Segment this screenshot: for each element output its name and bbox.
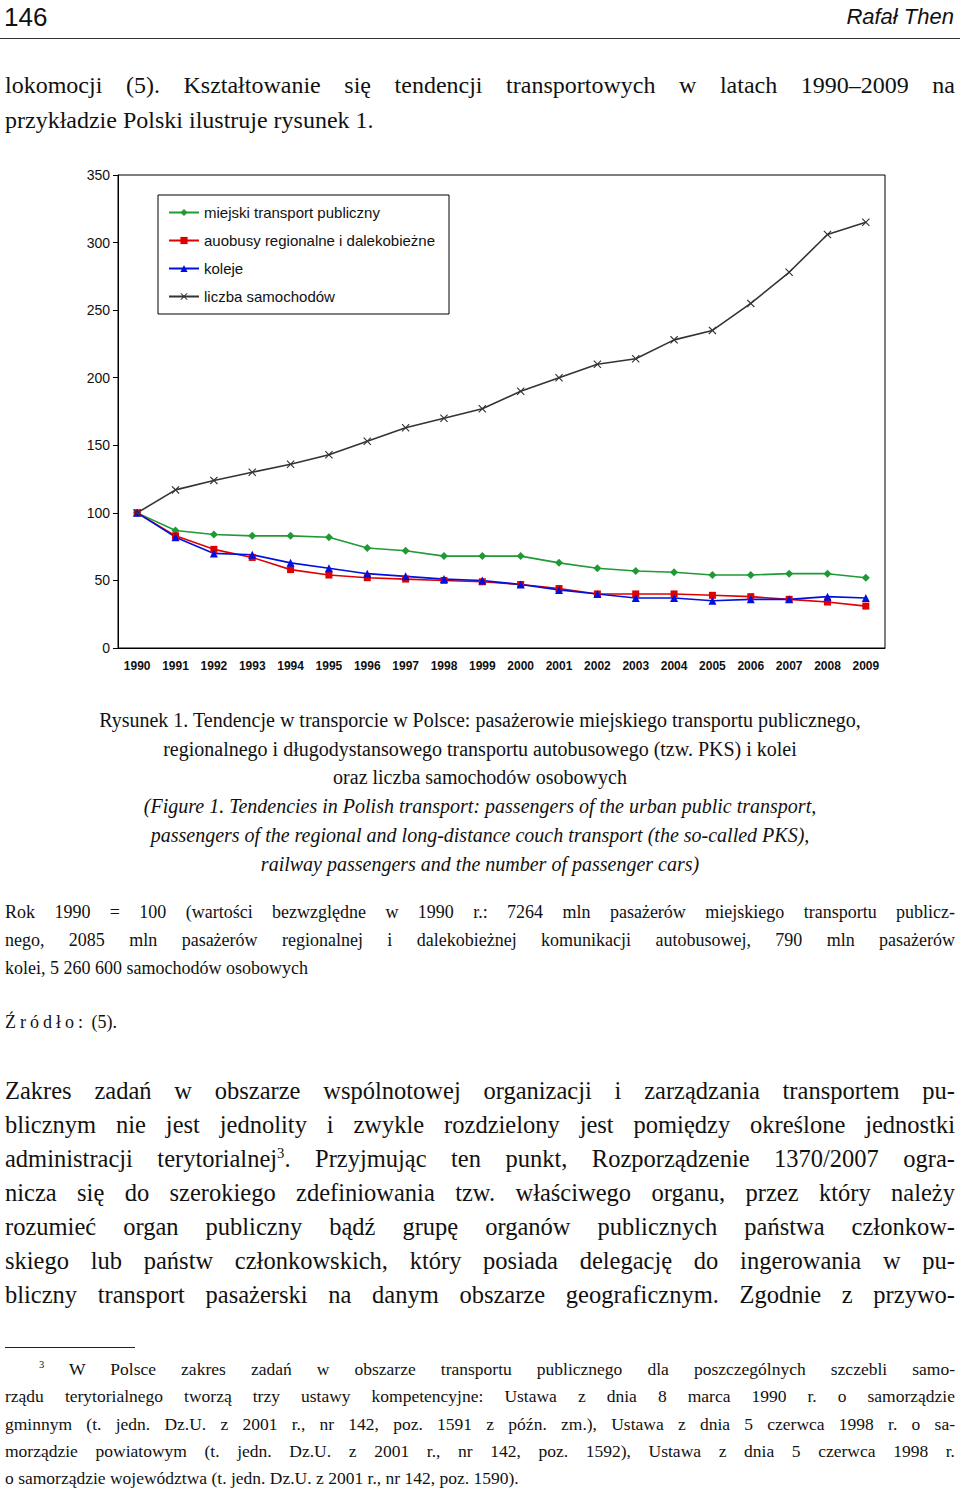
html-text:Rafał Then: Rafał Then [846,4,954,29]
svg-text:1999: 1999 [469,659,496,673]
svg-text:koleje: koleje [204,260,243,277]
html-text:administracji terytorialnej3.: administracji terytorialnej3. Przyjmując… [5,1144,955,1172]
html-text:nicza się do szerokiego zdefin: nicza się do szerokiego zdefiniowania tz… [5,1179,955,1206]
html-text:Rysunek 1. Tendencje w transpo: Rysunek 1. Tendencje w transporcie w Pol… [99,709,861,731]
html-text:blicznym nie jest jednolity i: blicznym nie jest jednolity i zwykle roz… [5,1111,955,1138]
svg-text:1993: 1993 [239,659,266,673]
svg-text:2001: 2001 [546,659,573,673]
svg-text:2000: 2000 [507,659,534,673]
html-text:rozumieć organ publiczny bądź: rozumieć organ publiczny bądź grupę orga… [5,1213,955,1240]
svg-text:2007: 2007 [776,659,803,673]
html-text:Zakres zadań w obszarze wspóln: Zakres zadań w obszarze wspólnotowej org… [5,1077,955,1104]
svg-text:2006: 2006 [737,659,764,673]
html-text:gminnym (t. jedn. Dz.U. z 2001: gminnym (t. jedn. Dz.U. z 2001 r., nr 14… [5,1413,955,1434]
html-text:passengers of the regional and: passengers of the regional and long-dist… [150,823,810,846]
svg-text:2008: 2008 [814,659,841,673]
html-text:bliczny transport pasażerski n: bliczny transport pasażerski na danym ob… [5,1281,955,1308]
html-text:oraz liczba samochodów osobowy: oraz liczba samochodów osobowych [333,766,627,789]
svg-text:150: 150 [87,437,111,453]
svg-text:100: 100 [87,505,111,521]
html-text:morządzie powiatowym (t. jedn.: morządzie powiatowym (t. jedn. Dz.U. z 2… [5,1440,955,1461]
svg-text:liczba samochodów: liczba samochodów [204,288,335,305]
html-text:146: 146 [4,2,48,32]
svg-text:200: 200 [87,370,111,386]
svg-text:1998: 1998 [431,659,458,673]
svg-text:2005: 2005 [699,659,726,673]
html-text:rządu terytorialnego tworzą tr: rządu terytorialnego tworzą trzy ustawy … [5,1386,955,1407]
svg-text:0: 0 [102,640,110,656]
html-text:lokomocji (5). Kształtowanie s: lokomocji (5). Kształtowanie się tendenc… [5,72,955,98]
html-text:skiego lub państw członkowskic: skiego lub państw członkowskich, który p… [5,1247,955,1274]
svg-text:1990: 1990 [124,659,151,673]
html-text:Źródło: (5).: Źródło: (5). [5,1012,117,1032]
svg-text:2009: 2009 [852,659,879,673]
svg-text:50: 50 [94,572,110,588]
html-text:regionalnego i długodystansowe: regionalnego i długodystansowego transpo… [163,737,797,760]
svg-text:1992: 1992 [201,659,228,673]
svg-text:2002: 2002 [584,659,611,673]
svg-text:300: 300 [87,235,111,251]
svg-text:350: 350 [87,167,111,183]
svg-text:2004: 2004 [661,659,688,673]
svg-text:250: 250 [87,302,111,318]
svg-text:auobusy regionalne i dalekobie: auobusy regionalne i dalekobieżne [204,232,435,249]
svg-text:miejski transport publiczny: miejski transport publiczny [204,204,380,221]
html-text:(Figure 1. Tendencies in Polis: (Figure 1. Tendencies in Polish transpor… [143,795,817,818]
html-text:3W Polsce zakres zadań w obsza: 3W Polsce zakres zadań w obszarze transp… [39,1359,955,1379]
html-text:railway passengers and the num: railway passengers and the number of pas… [260,852,700,875]
html-text:nego, 2085 mln pasażerów regio: nego, 2085 mln pasażerów regionalnej i d… [5,930,955,950]
html-text:przykładzie Polski ilustruje r: przykładzie Polski ilustruje rysunek 1. [5,107,374,133]
svg-text:1995: 1995 [316,659,343,673]
svg-text:1994: 1994 [277,659,304,673]
svg-text:2003: 2003 [622,659,649,673]
svg-text:1996: 1996 [354,659,381,673]
svg-text:1991: 1991 [162,659,189,673]
html-text:kolei, 5 260 600 samochodów os: kolei, 5 260 600 samochodów osobowych [5,958,308,978]
svg-text:1997: 1997 [392,659,419,673]
html-text:o samorządzie województwa (t.: o samorządzie województwa (t. jedn. Dz.U… [5,1468,519,1489]
html-text:Rok 1990 = 100 (wartości bezwz: Rok 1990 = 100 (wartości bezwzględne w 1… [5,902,955,922]
